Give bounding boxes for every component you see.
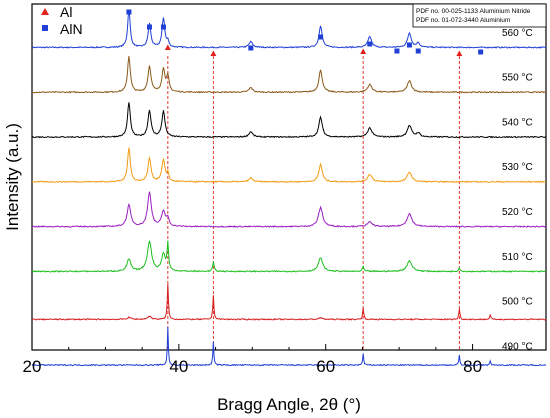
aln-peak-marker (406, 42, 412, 48)
xrd-series-line (31, 102, 547, 139)
pdf-box-frame (412, 3, 547, 28)
aln-peak-marker (146, 24, 152, 30)
legend-al-triangle-icon (41, 8, 49, 15)
xrd-series-line (31, 240, 547, 273)
legend-al-label: Al (60, 4, 72, 20)
temperature-label: 560 °C (502, 28, 533, 39)
x-tick-label: 40 (169, 357, 188, 376)
temperature-label: 510 °C (502, 252, 533, 263)
temperature-label: 550 °C (502, 73, 533, 84)
x-axis-ticks: 20 40 60 80 (23, 344, 547, 376)
temperature-label: 500 °C (502, 297, 533, 308)
x-tick-label: 20 (23, 357, 42, 376)
temperature-label: 530 °C (502, 162, 533, 173)
xrd-series-line (31, 56, 547, 94)
aln-peak-marker (248, 45, 254, 51)
pdf-reference-box: PDF no. 00-025-1133 Aluminium Nitride PD… (412, 3, 547, 28)
xrd-series-line (31, 9, 547, 49)
temperature-label: 490 °C (502, 341, 533, 352)
aln-peak-marker (318, 34, 324, 40)
y-axis-title: Intensity (a.u.) (3, 123, 22, 231)
legend: Al AlN (41, 4, 83, 37)
plot-frame (31, 3, 547, 351)
aln-peak-marker (478, 49, 484, 55)
al-peak-marker (456, 50, 463, 56)
temperature-labels: 560 °C 550 °C 540 °C 530 °C 520 °C 510 °C 500 … (502, 28, 533, 353)
phase-markers (126, 9, 484, 56)
temperature-label: 520 °C (502, 207, 533, 218)
aln-peak-marker (394, 48, 400, 54)
x-tick-label: 60 (316, 357, 335, 376)
pdf-line-al: PDF no. 01-072-3440 Aluminium (416, 17, 510, 24)
xrd-series-line (31, 283, 547, 321)
legend-aln-label: AlN (60, 21, 83, 37)
aln-peak-marker (160, 24, 166, 30)
x-tick-label: 80 (463, 357, 482, 376)
xrd-curves (31, 9, 547, 367)
xrd-series-line (31, 191, 547, 228)
aln-peak-marker (415, 48, 421, 54)
xrd-series-line (31, 326, 547, 367)
aln-peak-marker (126, 9, 132, 15)
al-peak-marker (360, 48, 367, 54)
xrd-series-line (31, 147, 547, 184)
x-axis-title: Bragg Angle, 2θ (°) (217, 395, 361, 414)
aln-peak-marker (367, 41, 373, 47)
al-peak-marker (164, 44, 171, 50)
pdf-line-aln: PDF no. 00-025-1133 Aluminium Nitride (416, 8, 531, 15)
al-peak-marker (210, 50, 217, 56)
legend-aln-square-icon (42, 25, 48, 31)
temperature-label: 540 °C (502, 117, 533, 128)
al-reference-lines (167, 56, 460, 350)
